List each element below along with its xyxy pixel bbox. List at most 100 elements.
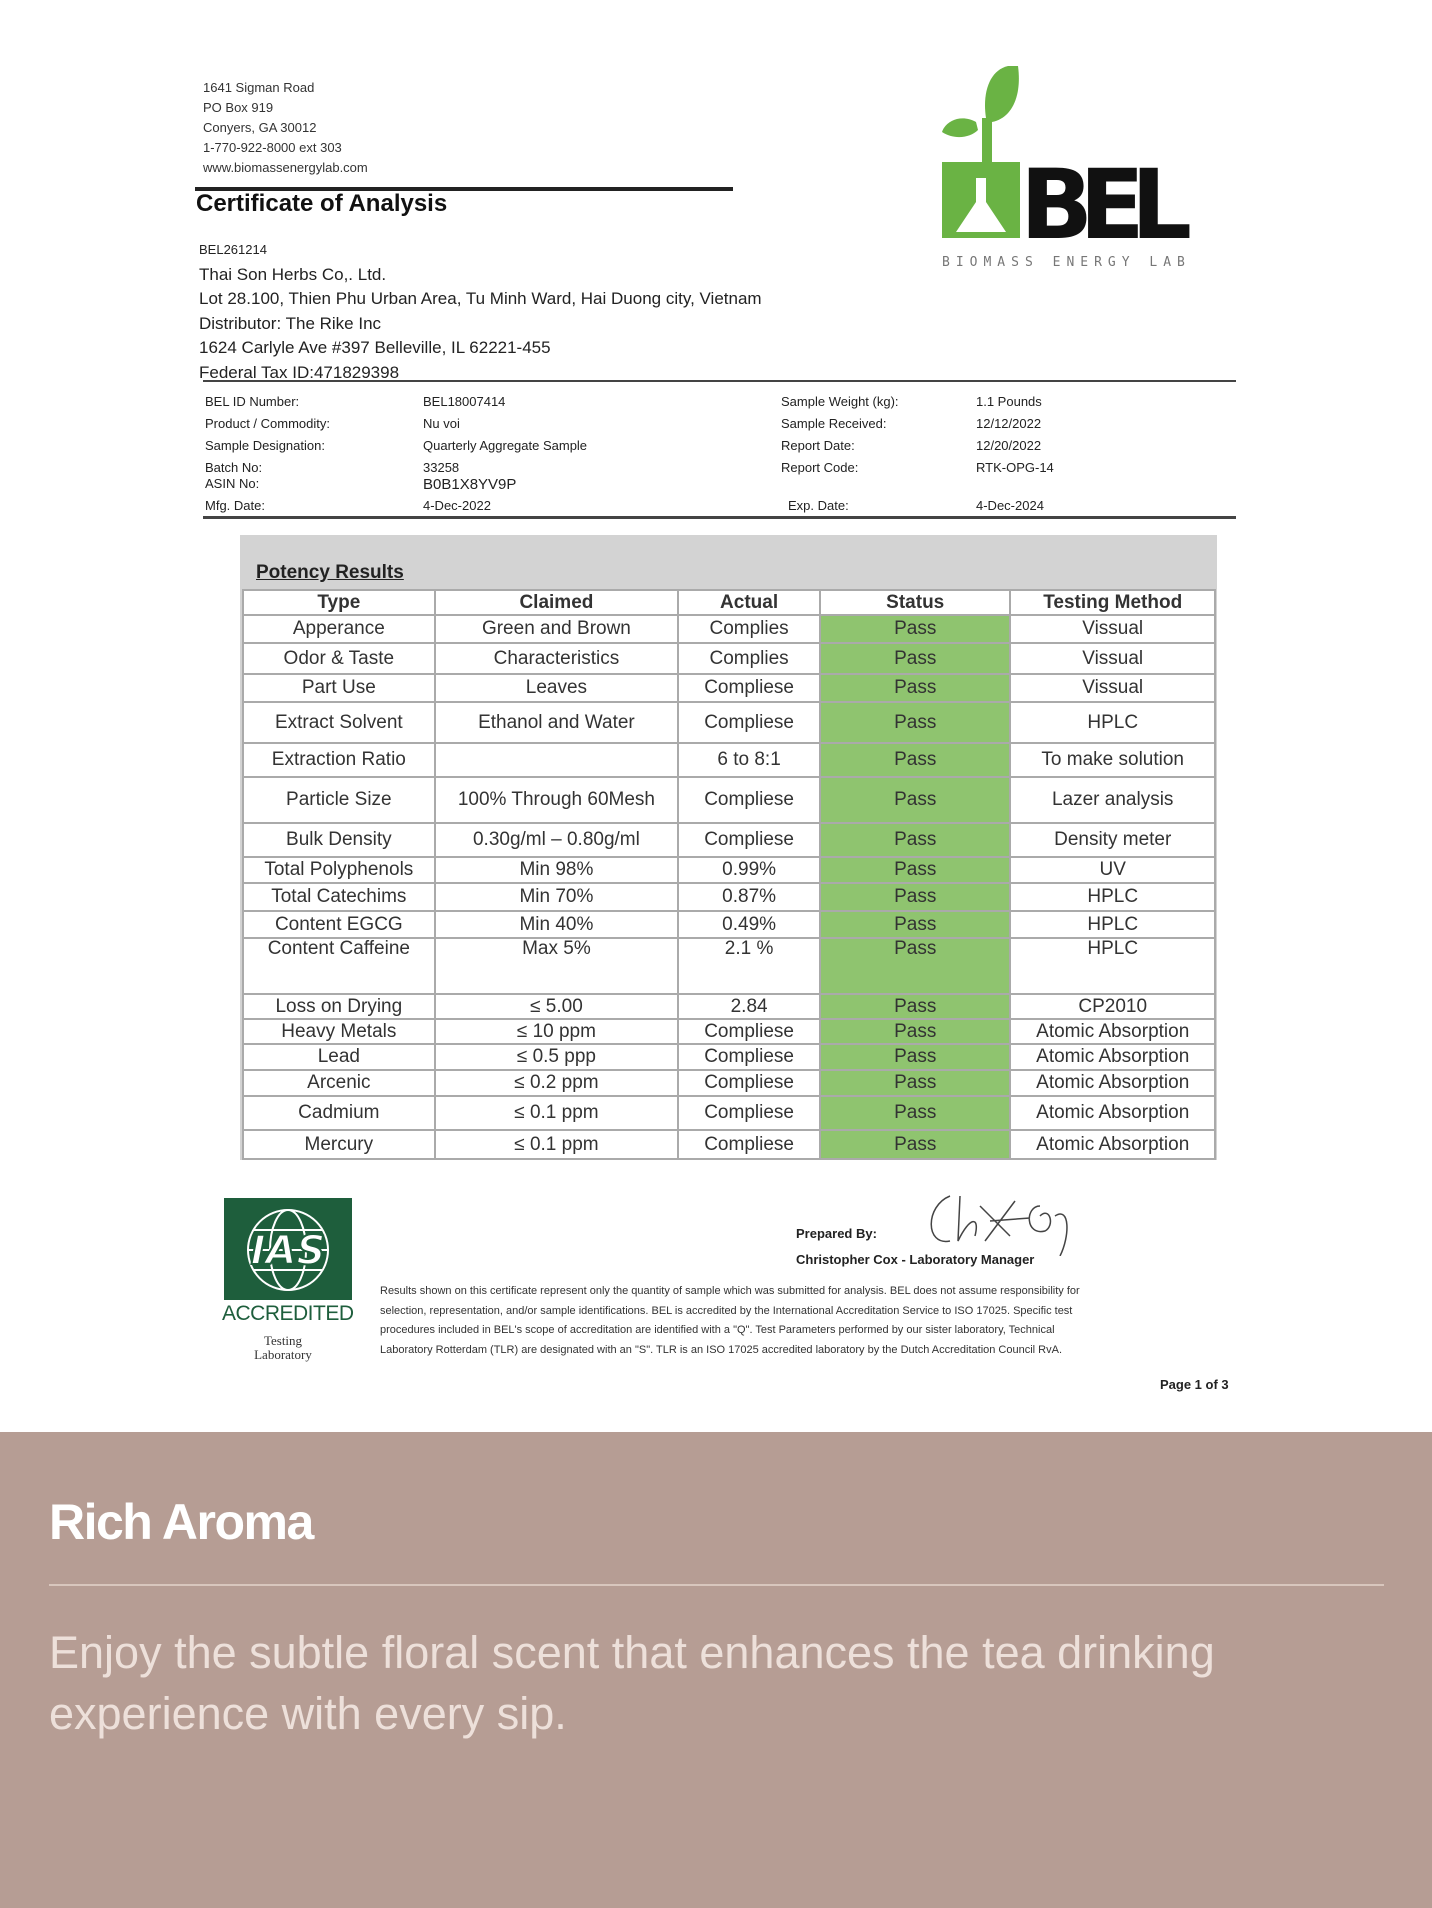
- info-label: Exp. Date:: [788, 498, 849, 513]
- info-label: Report Code:: [781, 460, 859, 475]
- table-cell: CP2010: [1009, 993, 1216, 1020]
- table-cell: Min 70%: [433, 882, 680, 912]
- table-row: Total Catechims Min 70% 0.87% Pass HPLC: [242, 882, 1216, 912]
- table-cell: 0.87%: [677, 882, 821, 912]
- table-cell: Pass: [818, 614, 1012, 644]
- info-label: Mfg. Date:: [205, 498, 265, 513]
- table-cell: Pass: [818, 673, 1012, 703]
- table-cell: Part Use: [242, 673, 436, 703]
- feature-panel: [0, 1432, 1432, 1908]
- table-row: Arcenic ≤ 0.2 ppm Compliese Pass Atomic Abso…: [242, 1069, 1216, 1097]
- table-cell: Compliese: [677, 673, 821, 703]
- divider: [49, 1584, 1384, 1586]
- website: www.biomassenergylab.com: [203, 160, 368, 175]
- table-cell: Mercury: [242, 1129, 436, 1160]
- table-cell: UV: [1009, 856, 1216, 884]
- table-cell: 0.30g/ml – 0.80g/ml: [433, 822, 680, 858]
- table-cell: 0.49%: [677, 910, 821, 939]
- table-cell: Cadmium: [242, 1095, 436, 1131]
- table-cell: Pass: [818, 776, 1012, 824]
- prepared-by-label: Prepared By:: [796, 1226, 877, 1241]
- accredited-label: ACCREDITED: [222, 1302, 354, 1325]
- info-label: Sample Received:: [781, 416, 887, 431]
- table-cell: Atomic Absorption: [1009, 1095, 1216, 1131]
- table-cell: To make solution: [1009, 742, 1216, 778]
- potency-heading: Potency Results: [256, 562, 404, 583]
- table-row: Apperance Green and Brown Complies Pass Viss…: [242, 614, 1216, 644]
- table-cell: Min 40%: [433, 910, 680, 939]
- table-cell: Compliese: [677, 776, 821, 824]
- table-row: Content EGCG Min 40% 0.49% Pass HPLC: [242, 910, 1216, 939]
- info-value: 33258: [423, 460, 460, 475]
- table-cell: Pass: [818, 822, 1012, 858]
- info-label: Batch No:: [205, 460, 263, 475]
- info-label: ASIN No:: [205, 476, 260, 491]
- table-cell: Content EGCG: [242, 910, 436, 939]
- table-cell: 100% Through 60Mesh: [433, 776, 680, 824]
- table-cell: 2.1 %: [677, 937, 821, 995]
- address-line: 1641 Sigman Road: [203, 80, 315, 95]
- table-cell: 6 to 8:1: [677, 742, 821, 778]
- signature: [920, 1186, 1100, 1261]
- feature-description: Enjoy the subtle floral scent that enhan…: [49, 1627, 1215, 1739]
- table-cell: Green and Brown: [433, 614, 680, 644]
- client-block: BEL261214 Thai Son Herbs Co,. Ltd. Lot 2…: [199, 238, 762, 385]
- client-address: Lot 28.100, Thien Phu Urban Area, Tu Min…: [199, 289, 762, 308]
- document-title: Certificate of Analysis: [196, 190, 448, 217]
- table-cell: Odor & Taste: [242, 642, 436, 675]
- table-row: Lead ≤ 0.5 ppp Compliese Pass Atomic Absorpt…: [242, 1043, 1216, 1071]
- table-cell: Atomic Absorption: [1009, 1043, 1216, 1071]
- client-code: BEL261214: [199, 242, 267, 257]
- table-cell: ≤ 0.2 ppm: [433, 1069, 680, 1097]
- table-cell: Compliese: [677, 822, 821, 858]
- table-cell: ≤ 5.00: [433, 993, 680, 1020]
- table-row: Mercury ≤ 0.1 ppm Compliese Pass Atomic Abso…: [242, 1129, 1216, 1160]
- info-value: 12/12/2022: [976, 416, 1042, 431]
- table-row: Heavy Metals ≤ 10 ppm Compliese Pass Atomic …: [242, 1018, 1216, 1045]
- page-number: Page 1 of 3: [1160, 1377, 1229, 1392]
- table-cell: Particle Size: [242, 776, 436, 824]
- table-row: Content Caffeine Max 5% 2.1 % Pass HPLC: [242, 937, 1216, 995]
- table-cell: Vissual: [1009, 614, 1216, 644]
- table-cell: Pass: [818, 1129, 1012, 1160]
- divider: [195, 187, 733, 191]
- column-header: Type: [242, 589, 436, 616]
- info-value: Nu voi: [423, 416, 460, 431]
- table-cell: Pass: [818, 1095, 1012, 1131]
- column-header: Status: [818, 589, 1012, 616]
- table-cell: ≤ 0.1 ppm: [433, 1129, 680, 1160]
- lab-address: 1641 Sigman Road PO Box 919 Conyers, GA …: [203, 78, 368, 178]
- table-cell: Atomic Absorption: [1009, 1018, 1216, 1045]
- table-cell: Pass: [818, 856, 1012, 884]
- info-value: 12/20/2022: [976, 438, 1042, 453]
- bel-logo: BEL BIOMASS ENERGY LAB: [920, 62, 1200, 272]
- table-cell: Total Polyphenols: [242, 856, 436, 884]
- client-name: Thai Son Herbs Co,. Ltd.: [199, 264, 387, 284]
- table-cell: Content Caffeine: [242, 937, 436, 995]
- table-cell: Complies: [677, 642, 821, 675]
- table-cell: Compliese: [677, 701, 821, 744]
- table-cell: Atomic Absorption: [1009, 1129, 1216, 1160]
- table-row: Extraction Ratio 6 to 8:1 Pass To make solu…: [242, 742, 1216, 778]
- info-label: Product / Commodity:: [205, 416, 330, 431]
- table-cell: HPLC: [1009, 882, 1216, 912]
- table-cell: Characteristics: [433, 642, 680, 675]
- info-value: 1.1 Pounds: [976, 394, 1042, 409]
- table-cell: Extract Solvent: [242, 701, 436, 744]
- info-value: 4-Dec-2024: [976, 498, 1044, 513]
- table-cell: ≤ 0.5 ppp: [433, 1043, 680, 1071]
- table-cell: Ethanol and Water: [433, 701, 680, 744]
- column-header: Testing Method: [1009, 589, 1216, 616]
- potency-table: Type Claimed Actual Status Testing Method Ap…: [242, 589, 1216, 1160]
- table-row: Particle Size 100% Through 60Mesh Complies…: [242, 776, 1216, 824]
- info-value: Quarterly Aggregate Sample: [423, 438, 588, 453]
- table-cell: Compliese: [677, 1069, 821, 1097]
- table-cell: Pass: [818, 1018, 1012, 1045]
- table-cell: Pass: [818, 701, 1012, 744]
- table-cell: Pass: [818, 910, 1012, 939]
- table-cell: HPLC: [1009, 701, 1216, 744]
- table-cell: Pass: [818, 937, 1012, 995]
- feature-title: Rich Aroma: [49, 1494, 314, 1550]
- table-cell: Density meter: [1009, 822, 1216, 858]
- table-cell: Compliese: [677, 1043, 821, 1071]
